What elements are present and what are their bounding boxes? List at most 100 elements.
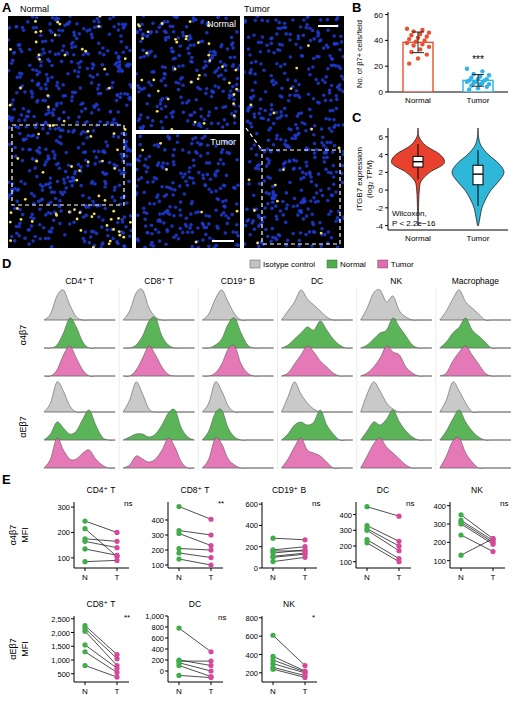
- nucleus: [140, 23, 144, 27]
- nucleus: [13, 239, 17, 243]
- nucleus: [326, 199, 330, 203]
- nucleus: [223, 118, 227, 122]
- nucleus: [235, 158, 239, 162]
- nucleus: [115, 93, 119, 97]
- nucleus: [210, 190, 214, 194]
- stained-cell: [98, 25, 101, 28]
- stained-cell: [81, 48, 84, 51]
- nucleus: [105, 228, 109, 232]
- stained-cell: [282, 168, 285, 171]
- histogram: [123, 289, 194, 320]
- tick: [353, 546, 356, 547]
- tick-label: 300: [151, 531, 164, 540]
- nucleus: [152, 202, 156, 206]
- nucleus: [160, 185, 164, 189]
- nucleus: [250, 125, 254, 129]
- nucleus: [299, 177, 303, 181]
- nucleus: [146, 34, 150, 38]
- nucleus: [284, 26, 288, 30]
- nucleus: [30, 224, 34, 228]
- nucleus: [34, 158, 38, 162]
- nucleus: [63, 233, 67, 237]
- nucleus: [244, 224, 248, 228]
- nucleus: [111, 121, 115, 125]
- nucleus: [18, 132, 22, 136]
- nucleus: [42, 226, 46, 230]
- nucleus: [112, 135, 116, 139]
- nucleus: [66, 72, 70, 76]
- baseline: [440, 412, 511, 413]
- pair-line: [179, 531, 211, 536]
- nucleus: [279, 110, 283, 114]
- stained-cell: [185, 38, 188, 41]
- x-axis: [74, 682, 129, 683]
- nucleus: [222, 77, 226, 81]
- nucleus: [249, 122, 253, 126]
- stained-cell: [70, 165, 73, 168]
- nucleus: [26, 109, 30, 113]
- nucleus: [27, 134, 31, 138]
- point: [208, 675, 213, 680]
- nucleus: [197, 246, 201, 248]
- stained-cell: [110, 218, 113, 221]
- nucleus: [79, 184, 83, 188]
- nucleus: [222, 105, 226, 109]
- nucleus: [271, 197, 275, 201]
- stained-cell: [10, 211, 13, 214]
- nucleus: [86, 67, 90, 71]
- baseline: [202, 468, 273, 469]
- nucleus: [139, 28, 143, 32]
- annotation: Wilcoxon,: [392, 209, 427, 218]
- tick: [385, 172, 388, 173]
- nucleus: [51, 16, 55, 20]
- nucleus: [247, 218, 251, 222]
- point: [409, 50, 413, 54]
- nucleus: [35, 149, 39, 153]
- tick: [179, 568, 180, 571]
- panel-letter: D: [2, 256, 11, 271]
- nucleus: [138, 154, 142, 158]
- nucleus: [191, 176, 195, 180]
- stained-cell: [140, 79, 143, 82]
- nucleus: [328, 88, 332, 92]
- nucleus: [292, 204, 296, 208]
- nucleus: [83, 240, 87, 244]
- nucleus: [335, 42, 339, 46]
- nucleus: [341, 181, 344, 185]
- error-cap: [412, 52, 424, 53]
- nucleus: [177, 88, 181, 92]
- tick-label: 400: [151, 516, 164, 525]
- stained-cell: [63, 120, 66, 123]
- histogram: [202, 345, 273, 376]
- nucleus: [212, 50, 216, 54]
- nucleus: [128, 49, 132, 53]
- point: [114, 674, 119, 679]
- significance: **: [124, 613, 130, 622]
- nucleus: [340, 40, 344, 44]
- stained-cell: [76, 218, 79, 221]
- nucleus: [235, 30, 239, 34]
- point: [208, 668, 213, 673]
- nucleus: [54, 197, 58, 201]
- nucleus: [192, 159, 196, 163]
- baseline: [202, 440, 273, 441]
- nucleus: [159, 102, 163, 106]
- stained-cell: [35, 31, 38, 34]
- nucleus: [118, 183, 122, 187]
- nucleus: [309, 39, 313, 43]
- nucleus: [120, 230, 124, 234]
- tick: [165, 550, 168, 551]
- nucleus: [208, 161, 212, 165]
- nucleus: [123, 215, 127, 219]
- stained-cell: [198, 74, 201, 77]
- nucleus: [32, 115, 36, 119]
- nucleus: [207, 245, 211, 249]
- error-cap: [472, 86, 484, 87]
- pair-line: [179, 675, 211, 677]
- stained-cell: [174, 38, 177, 41]
- nucleus: [31, 68, 35, 72]
- nucleus: [181, 231, 185, 235]
- nucleus: [117, 22, 121, 26]
- nucleus: [50, 76, 54, 80]
- plot: [270, 633, 307, 680]
